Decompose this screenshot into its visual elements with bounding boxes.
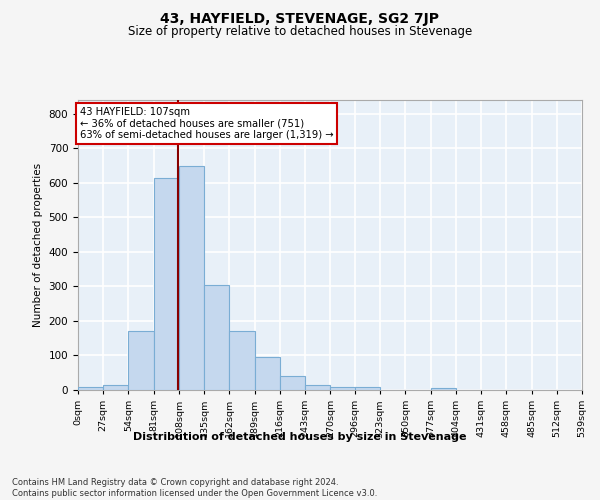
Bar xyxy=(305,385,331,390)
Text: Contains HM Land Registry data © Crown copyright and database right 2024.
Contai: Contains HM Land Registry data © Crown c… xyxy=(12,478,377,498)
Bar xyxy=(431,388,456,390)
Bar xyxy=(179,166,204,390)
Y-axis label: Number of detached properties: Number of detached properties xyxy=(33,163,43,327)
Bar xyxy=(255,356,280,390)
Bar xyxy=(204,284,229,390)
Text: 43, HAYFIELD, STEVENAGE, SG2 7JP: 43, HAYFIELD, STEVENAGE, SG2 7JP xyxy=(161,12,439,26)
Bar xyxy=(103,385,128,390)
Bar xyxy=(280,376,305,390)
Bar xyxy=(128,332,154,390)
Text: Size of property relative to detached houses in Stevenage: Size of property relative to detached ho… xyxy=(128,25,472,38)
Bar xyxy=(331,387,356,390)
Bar xyxy=(355,387,380,390)
Text: Distribution of detached houses by size in Stevenage: Distribution of detached houses by size … xyxy=(133,432,467,442)
Bar xyxy=(78,387,103,390)
Bar xyxy=(154,178,179,390)
Bar xyxy=(229,332,255,390)
Text: 43 HAYFIELD: 107sqm
← 36% of detached houses are smaller (751)
63% of semi-detac: 43 HAYFIELD: 107sqm ← 36% of detached ho… xyxy=(80,107,334,140)
